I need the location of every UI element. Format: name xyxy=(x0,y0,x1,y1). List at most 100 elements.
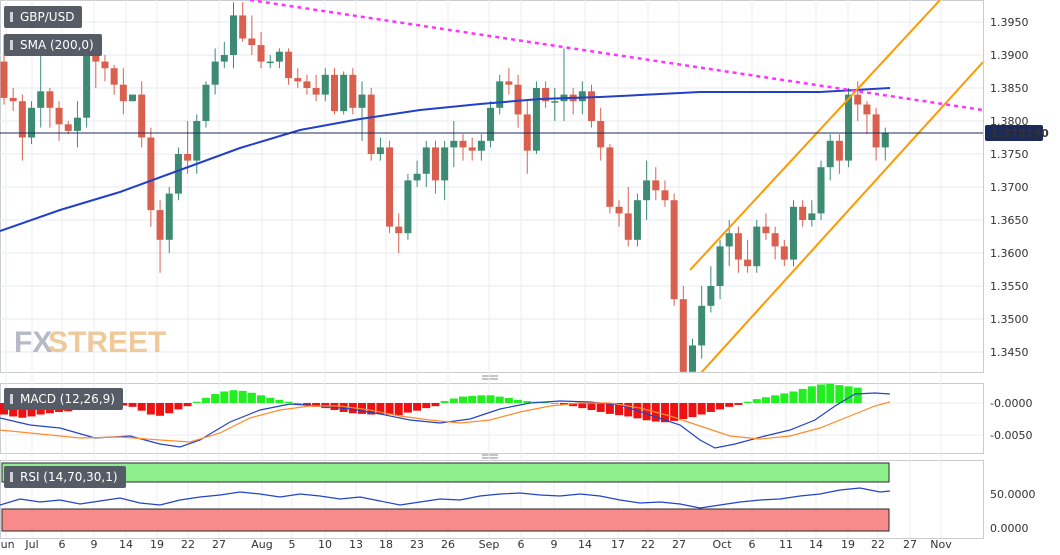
time-tick-label: 23 xyxy=(410,538,424,551)
macd-hist-bar-negative xyxy=(174,403,183,410)
svg-text:FX: FX xyxy=(14,326,52,359)
time-tick-label: Jul xyxy=(24,538,38,551)
bear-candle xyxy=(285,51,293,79)
macd-hist-bar-negative xyxy=(403,403,412,413)
time-tick-label: 9 xyxy=(551,538,558,551)
macd-hist-bar-positive xyxy=(743,401,752,403)
bear-candle xyxy=(18,101,26,138)
macd-hist-bar-positive xyxy=(220,391,229,403)
time-tick-label: 13 xyxy=(349,538,363,551)
bear-candle xyxy=(615,206,623,214)
sma-200-line xyxy=(0,87,891,232)
bull-candle xyxy=(477,140,485,151)
macd-hist-bar-positive xyxy=(514,399,523,403)
macd-hist-bar-positive xyxy=(541,402,550,404)
descending-trendline xyxy=(249,0,983,112)
bear-candle xyxy=(744,259,752,267)
bear-candle xyxy=(257,45,265,62)
macd-hist-bar-negative xyxy=(734,403,743,405)
time-tick-label: 22 xyxy=(641,538,655,551)
time-tick-label: 10 xyxy=(318,538,332,551)
bear-candle xyxy=(588,91,596,121)
bear-candle xyxy=(459,140,467,148)
macd-hist-bar-positive xyxy=(798,388,807,403)
rsi-overbought-zone xyxy=(1,462,890,483)
macd-hist-bar-negative xyxy=(697,403,706,415)
bear-candle xyxy=(147,137,155,211)
macd-hist-bar-positive xyxy=(247,392,256,403)
bull-candle xyxy=(230,15,237,55)
macd-hist-bar-negative xyxy=(165,403,174,414)
macd-hist-bar-positive xyxy=(853,387,862,403)
bull-candle xyxy=(633,200,641,240)
macd-hist-bar-negative xyxy=(660,403,669,423)
bull-candle xyxy=(826,140,834,168)
time-tick-label: 19 xyxy=(841,538,855,551)
bear-candle xyxy=(156,210,164,240)
time-tick-label: 6 xyxy=(518,538,525,551)
bear-candle xyxy=(468,147,476,151)
rsi-tick-label: 50.0000 xyxy=(990,488,1036,501)
svg-text:STREET: STREET xyxy=(48,326,166,359)
macd-tag[interactable]: MACD (12,26,9) xyxy=(4,388,123,410)
macd-hist-bar-positive xyxy=(826,383,835,403)
time-tick-label: Aug xyxy=(251,538,272,551)
bull-candle xyxy=(725,233,733,247)
macd-hist-bar-negative xyxy=(431,403,440,407)
macd-hist-bar-negative xyxy=(367,403,376,415)
pane-resize-handle-macd[interactable] xyxy=(482,375,498,380)
time-tick-label: Nov xyxy=(930,538,952,551)
bull-candle xyxy=(129,94,137,102)
time-tick-label: 19 xyxy=(150,538,164,551)
price-tick-label: 1.3900 xyxy=(990,49,1029,62)
macd-hist-bar-positive xyxy=(752,399,761,403)
macd-hist-bar-positive xyxy=(550,403,559,404)
bull-candle xyxy=(496,81,504,108)
bull-candle xyxy=(211,61,219,85)
rsi-tag[interactable]: RSI (14,70,30,1) xyxy=(4,466,126,488)
rsi-layer xyxy=(0,462,891,532)
macd-hist-bar-positive xyxy=(211,394,220,403)
price-tick-label: 1.3800 xyxy=(990,115,1029,128)
macd-hist-bar-positive xyxy=(771,395,780,403)
macd-hist-bar-positive xyxy=(523,401,532,403)
macd-hist-bar-positive xyxy=(284,401,293,403)
overlays-layer xyxy=(0,0,983,372)
bull-candle xyxy=(358,94,366,108)
price-tick-label: 1.3950 xyxy=(990,16,1029,29)
time-tick-label: 14 xyxy=(119,538,133,551)
pane-resize-handle-rsi[interactable] xyxy=(482,454,498,459)
bear-candle xyxy=(514,84,522,115)
bear-candle xyxy=(771,233,779,247)
bear-candle xyxy=(734,233,742,260)
bull-candle xyxy=(174,154,182,194)
rsi-tick-label: 0.0000 xyxy=(990,522,1029,535)
bull-candle xyxy=(266,61,274,64)
macd-hist-bar-positive xyxy=(504,397,513,403)
bear-candle xyxy=(92,55,100,62)
macd-line xyxy=(0,392,891,449)
macd-hist-bar-negative xyxy=(578,403,587,409)
channel-upper-line xyxy=(689,0,941,271)
time-tick-label: 11 xyxy=(779,538,793,551)
time-tick-label: 27 xyxy=(672,538,686,551)
rsi-line xyxy=(0,487,891,509)
macd-hist-bar-negative xyxy=(413,403,422,411)
macd-hist-bar-positive xyxy=(459,396,467,403)
macd-hist-bar-positive xyxy=(835,385,844,403)
macd-hist-bar-negative xyxy=(385,403,394,415)
macd-hist-bar-negative xyxy=(18,403,27,418)
sma-tag[interactable]: SMA (200,0) xyxy=(4,34,102,56)
bear-candle xyxy=(55,107,63,125)
macd-hist-bar-negative xyxy=(422,403,431,409)
bull-candle xyxy=(321,74,329,95)
bull-candle xyxy=(413,173,421,181)
macd-hist-bar-positive xyxy=(844,386,853,403)
bull-candle xyxy=(487,107,495,141)
symbol-tag[interactable]: GBP/USD xyxy=(4,6,83,28)
macd-hist-bar-positive xyxy=(293,403,302,404)
bear-candle xyxy=(349,74,357,108)
macd-hist-bar-negative xyxy=(605,403,614,414)
time-tick-label: 22 xyxy=(871,538,885,551)
